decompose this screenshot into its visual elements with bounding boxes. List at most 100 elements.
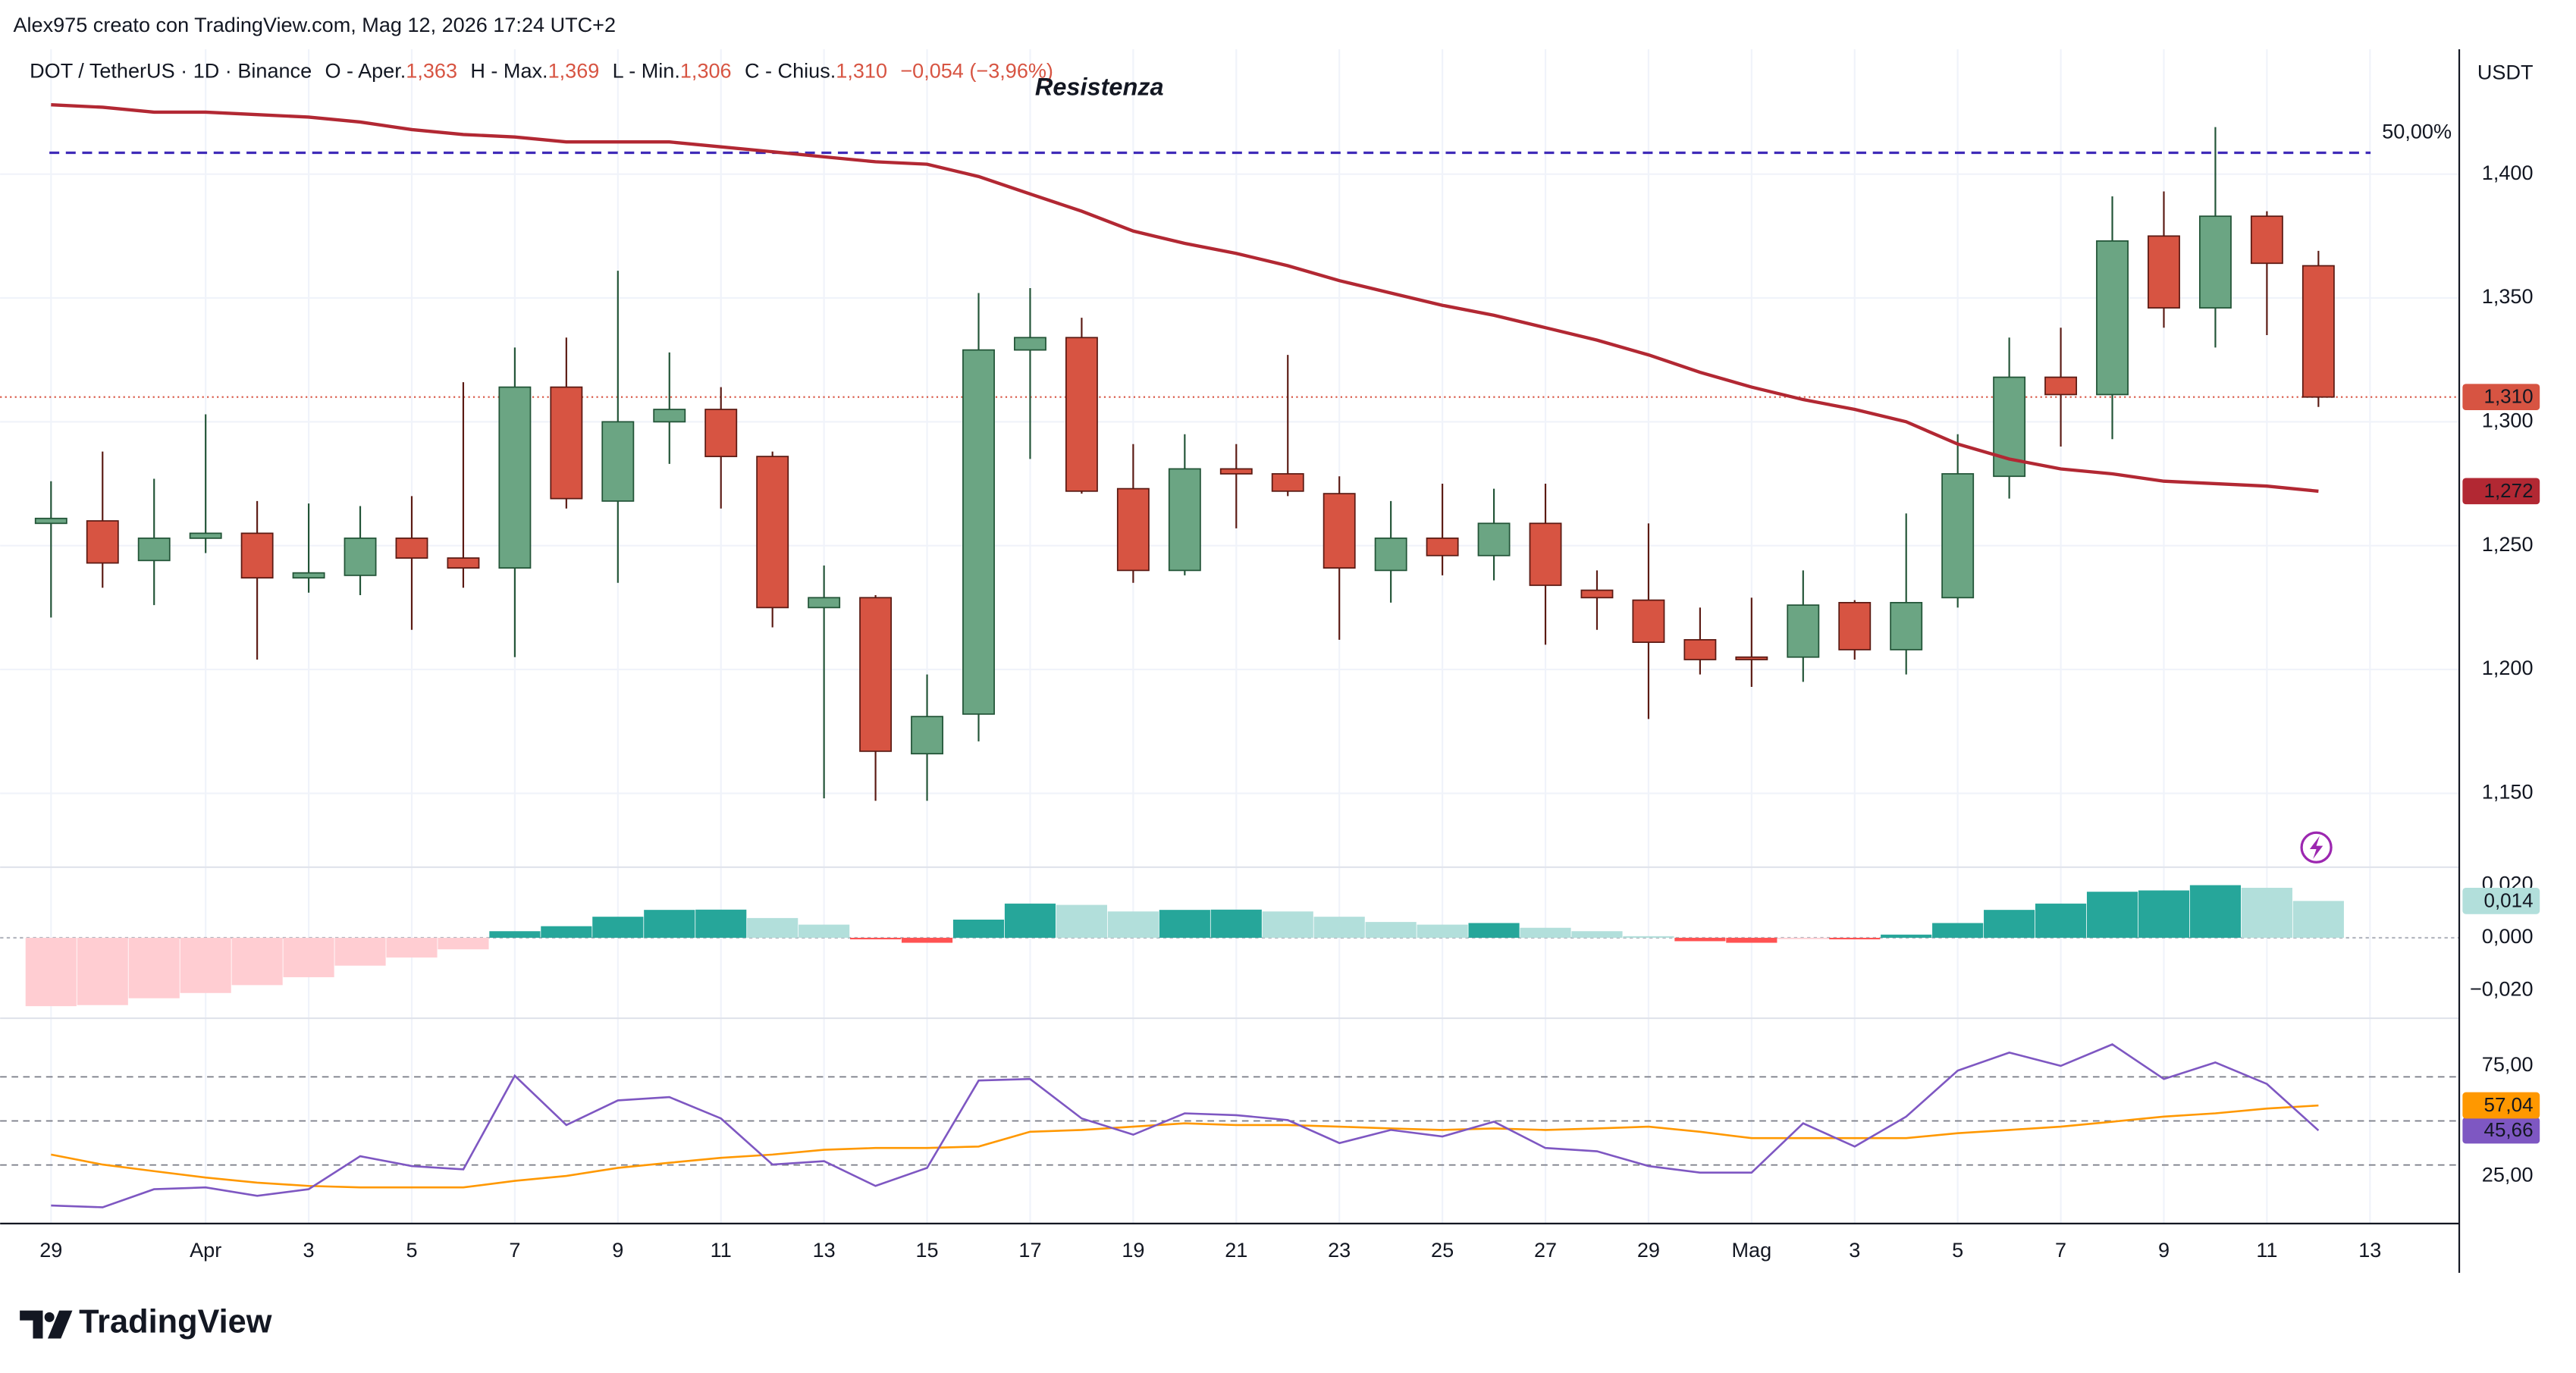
histogram-bar bbox=[489, 931, 541, 938]
candle-body bbox=[240, 532, 274, 579]
candle-body bbox=[395, 538, 428, 559]
candle-body bbox=[292, 572, 325, 579]
candle-body bbox=[2044, 376, 2078, 396]
candle-body bbox=[1426, 538, 1459, 556]
price-tag bbox=[2462, 384, 2540, 411]
candle-body bbox=[447, 557, 480, 569]
marks bbox=[0, 103, 2460, 1208]
legend-key: H - Max. bbox=[470, 58, 548, 82]
resistance-level: 50,00% bbox=[2382, 120, 2452, 143]
histogram-bar bbox=[1674, 937, 1726, 942]
histogram-bar bbox=[1726, 937, 1777, 943]
histogram-bar bbox=[2189, 885, 2242, 938]
y-tick-label: 0,000 bbox=[2482, 924, 2534, 948]
x-tick-label: 7 bbox=[509, 1238, 520, 1262]
y-tick-label: 1,350 bbox=[2482, 284, 2534, 308]
histogram-bar bbox=[2035, 903, 2087, 938]
y-tick-label: 1,200 bbox=[2482, 656, 2534, 679]
x-tick-label: 29 bbox=[39, 1238, 62, 1262]
resistance-label: Resistenza bbox=[1035, 74, 1164, 101]
candle-body bbox=[1116, 487, 1150, 572]
histogram-bar bbox=[1107, 911, 1159, 938]
y-tick-label: 25,00 bbox=[2482, 1162, 2534, 1186]
x-tick-label: 5 bbox=[406, 1238, 417, 1262]
x-tick-label: 19 bbox=[1122, 1238, 1144, 1262]
histogram-bar bbox=[1571, 931, 1623, 938]
x-tick-label: Apr bbox=[190, 1238, 221, 1262]
price-tag-label: 1,310 bbox=[2483, 385, 2533, 408]
histogram-bar bbox=[180, 937, 231, 993]
y-tick-label: 75,00 bbox=[2482, 1052, 2534, 1076]
y-tick-label: −0,020 bbox=[2470, 976, 2534, 1000]
candle-body bbox=[756, 456, 789, 609]
candle-body bbox=[1941, 473, 1975, 599]
candle-body bbox=[550, 386, 583, 500]
legend-value: 1,310 bbox=[836, 58, 887, 82]
candle-body bbox=[1323, 493, 1356, 569]
x-tick-label: 11 bbox=[2256, 1238, 2277, 1262]
legend-key: C - Chius. bbox=[745, 58, 836, 82]
histogram-bar bbox=[1520, 927, 1571, 938]
price-tag-label: 57,04 bbox=[2483, 1093, 2533, 1116]
histogram-bar bbox=[541, 926, 592, 938]
candle-body bbox=[704, 409, 738, 457]
candle-body bbox=[653, 409, 686, 423]
indicator-line bbox=[51, 1104, 2319, 1189]
histogram-bar bbox=[644, 910, 695, 938]
x-tick-label: 23 bbox=[1328, 1238, 1351, 1262]
candle-body bbox=[1683, 639, 1717, 660]
histogram-bar bbox=[2292, 901, 2344, 938]
histogram-bar bbox=[1829, 937, 1881, 940]
x-tick-label: 3 bbox=[1849, 1238, 1860, 1262]
x-tick-label: 11 bbox=[711, 1238, 732, 1262]
x-tick-label: 7 bbox=[2055, 1238, 2066, 1262]
x-tick-label: 29 bbox=[1637, 1238, 1660, 1262]
candle-body bbox=[344, 538, 377, 576]
x-tick-label: 9 bbox=[612, 1238, 623, 1262]
brand-logo bbox=[20, 1310, 73, 1339]
candle-body bbox=[601, 421, 635, 502]
candle-body bbox=[1529, 522, 1562, 586]
legend-value: 1,369 bbox=[548, 58, 600, 82]
histogram-bar bbox=[1004, 903, 1056, 938]
y-tick-label: 1,150 bbox=[2482, 780, 2534, 804]
histogram-bar bbox=[1262, 911, 1313, 938]
legend-key: L - Min. bbox=[613, 58, 680, 82]
histogram-bar bbox=[231, 937, 283, 986]
candle-body bbox=[911, 716, 943, 755]
price-tag bbox=[2462, 1117, 2540, 1144]
y-tick-label: 1,400 bbox=[2482, 161, 2534, 184]
price-tag bbox=[2462, 1092, 2540, 1119]
candle-body bbox=[1580, 589, 1614, 599]
candle-body bbox=[86, 520, 119, 564]
histogram-bar bbox=[901, 937, 953, 943]
histogram-bar bbox=[1984, 910, 2035, 938]
histogram-bar bbox=[386, 937, 438, 958]
histogram-bar bbox=[128, 937, 180, 998]
price-tag bbox=[2462, 888, 2540, 914]
histogram-bar bbox=[747, 917, 799, 938]
candle-body bbox=[137, 538, 171, 562]
x-tick-label: 5 bbox=[1952, 1238, 1963, 1262]
price-tag-label: 45,66 bbox=[2483, 1118, 2533, 1141]
candle-body bbox=[34, 517, 67, 525]
histogram-bar bbox=[25, 937, 77, 1007]
x-tick-label: 17 bbox=[1018, 1238, 1041, 1262]
candle-body bbox=[1787, 604, 1820, 658]
histogram-bar bbox=[1417, 924, 1468, 938]
candle-body bbox=[1735, 656, 1768, 660]
y-tick-label: 1,300 bbox=[2482, 409, 2534, 432]
histogram-bar bbox=[1468, 923, 1520, 938]
legend-value: 1,363 bbox=[406, 58, 457, 82]
candle-body bbox=[189, 532, 222, 539]
x-tick-label: 3 bbox=[303, 1238, 315, 1262]
histogram-bar bbox=[1365, 922, 1417, 938]
price-tag-label: 1,272 bbox=[2483, 479, 2533, 502]
legend-value: 1,306 bbox=[680, 58, 732, 82]
histogram-bar bbox=[695, 909, 747, 938]
x-tick-label: 13 bbox=[813, 1238, 836, 1262]
candle-body bbox=[1838, 601, 1872, 650]
price-tag bbox=[2462, 478, 2540, 505]
